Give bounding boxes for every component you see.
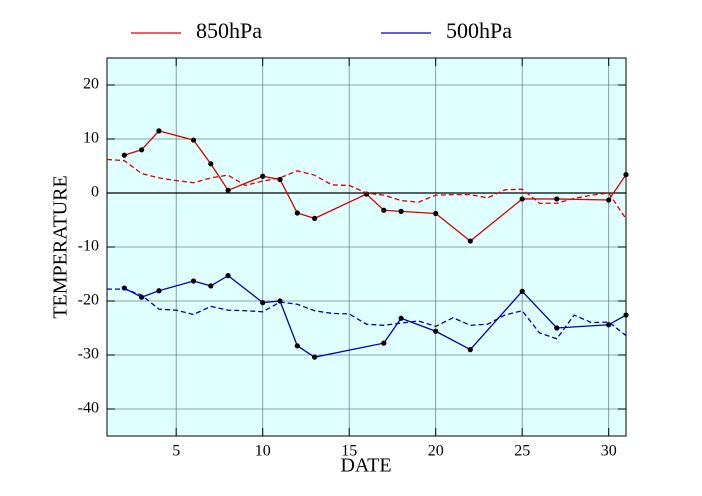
marker <box>433 210 439 217</box>
marker <box>519 288 525 294</box>
marker <box>208 161 214 167</box>
legend-label: 850hPa <box>196 18 262 43</box>
y-tick-label: -10 <box>78 238 99 255</box>
x-tick-label: 30 <box>601 443 617 460</box>
marker <box>433 328 439 334</box>
y-tick-label: -40 <box>78 400 99 417</box>
marker <box>398 315 404 321</box>
marker <box>277 176 283 183</box>
x-tick-label: 25 <box>514 443 530 460</box>
marker <box>519 196 525 202</box>
marker <box>121 152 127 158</box>
y-tick-label: 0 <box>91 184 99 201</box>
marker <box>312 354 318 360</box>
marker <box>606 197 612 203</box>
x-tick-label: 20 <box>428 443 444 460</box>
marker <box>467 347 473 353</box>
y-tick-label: -30 <box>78 346 99 363</box>
legend-label: 500hPa <box>446 18 512 43</box>
marker <box>190 278 197 284</box>
y-tick-label: 20 <box>83 76 99 93</box>
marker <box>139 294 145 300</box>
marker <box>139 147 145 153</box>
marker <box>225 273 231 279</box>
marker <box>554 196 560 202</box>
marker <box>294 210 300 216</box>
x-axis-label: DATE <box>340 455 391 477</box>
x-tick-label: 5 <box>172 443 180 460</box>
marker <box>623 172 629 178</box>
marker <box>312 215 318 221</box>
marker <box>260 173 266 179</box>
x-tick-label: 15 <box>341 443 357 460</box>
marker <box>190 137 197 143</box>
marker <box>294 343 300 349</box>
marker <box>156 288 162 294</box>
y-axis-label: TEMPERATURE <box>50 175 72 318</box>
marker <box>208 283 214 289</box>
marker <box>554 325 560 331</box>
y-tick-label: -20 <box>78 292 99 309</box>
dashed-line <box>106 158 627 220</box>
plot-frame <box>106 57 627 437</box>
marker <box>623 312 629 318</box>
marker <box>381 340 387 346</box>
marker <box>398 208 404 214</box>
marker <box>225 187 231 193</box>
marker <box>260 300 266 306</box>
marker <box>156 128 162 134</box>
dashed-line <box>107 288 627 340</box>
marker <box>381 207 387 213</box>
y-tick-label: 10 <box>83 130 99 147</box>
line <box>123 274 627 358</box>
x-tick-label: 10 <box>255 443 271 460</box>
marker <box>467 238 473 244</box>
